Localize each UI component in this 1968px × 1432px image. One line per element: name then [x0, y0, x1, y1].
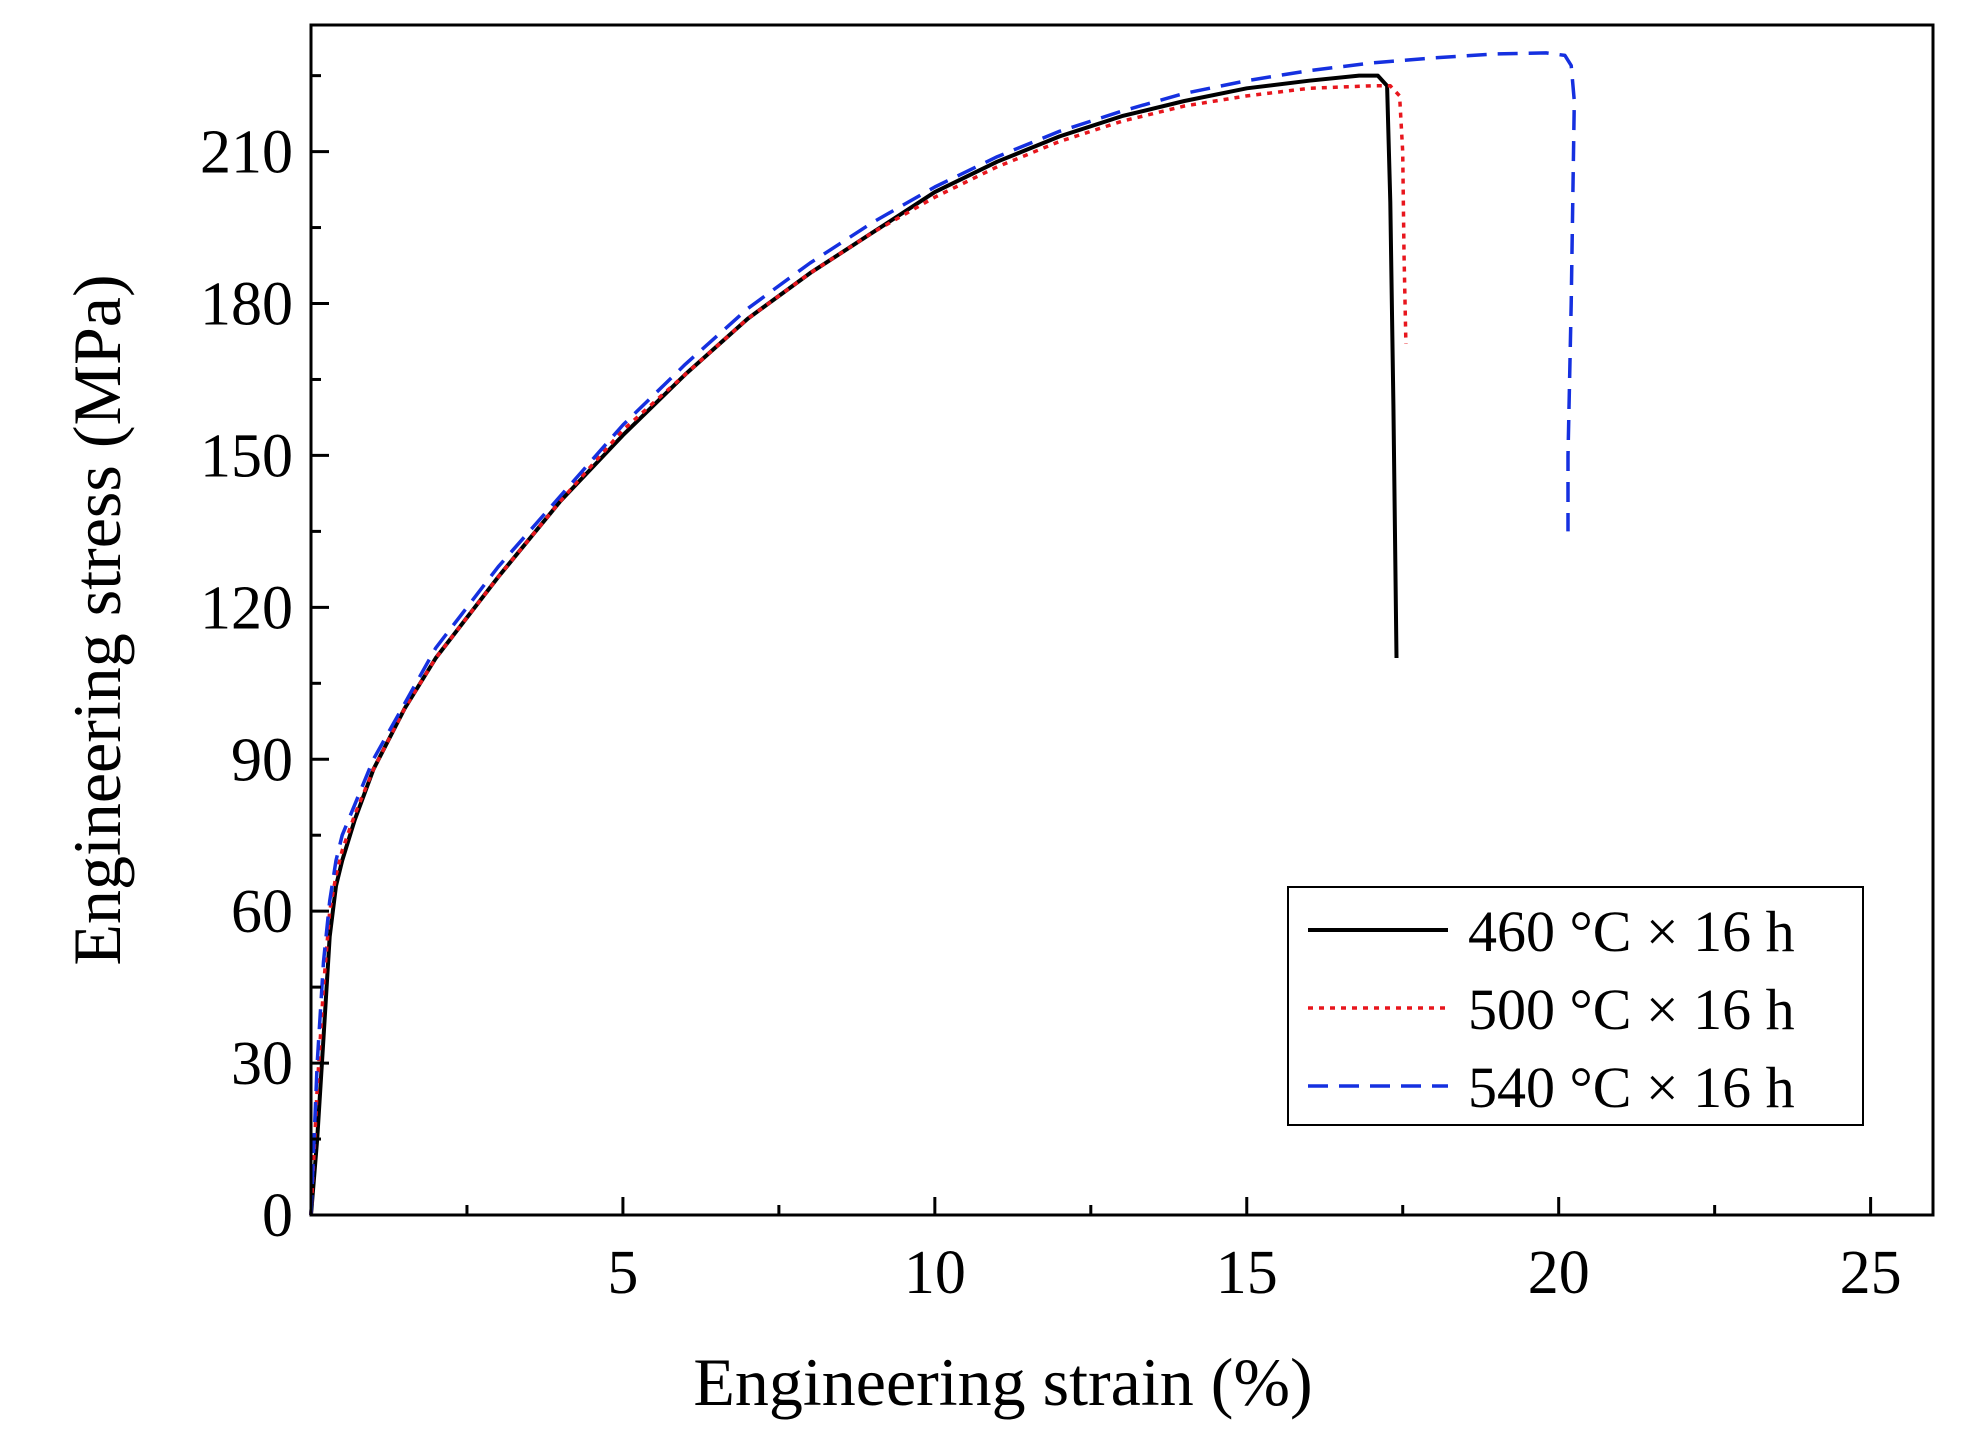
x-tick-label: 15: [1216, 1239, 1278, 1307]
x-tick-label: 5: [607, 1239, 638, 1307]
x-tick-label: 10: [904, 1239, 966, 1307]
x-axis-title: Engineering strain (%): [693, 1344, 1312, 1420]
y-tick-label: 60: [231, 878, 293, 946]
plot-frame: [309, 23, 1935, 1217]
series-line-1: [309, 84, 1408, 1216]
y-tick-label: 30: [231, 1030, 293, 1098]
y-tick-label: 90: [231, 726, 293, 794]
y-axis-title: Engineering stress (MPa): [59, 274, 135, 965]
y-tick-label: 210: [200, 119, 293, 187]
y-tick-label: 150: [200, 422, 293, 490]
legend: 460 °C × 16 h 500 °C × 16 h 540 °C × 16 …: [1287, 886, 1864, 1126]
legend-label-500: 500 °C × 16 h: [1468, 977, 1795, 1042]
ticks-layer: [311, 74, 1873, 1217]
series-line-2: [309, 51, 1577, 1216]
x-tick-label: 25: [1840, 1239, 1902, 1307]
legend-label-460: 460 °C × 16 h: [1468, 899, 1795, 964]
y-tick-label: 180: [200, 271, 293, 339]
series-line-0: [309, 73, 1399, 1216]
x-tick-label: 20: [1528, 1239, 1590, 1307]
series-layer: [309, 51, 1577, 1216]
y-tick-label: 120: [200, 574, 293, 642]
y-tick-label: 0: [262, 1182, 293, 1250]
legend-label-540: 540 °C × 16 h: [1468, 1055, 1795, 1120]
labels-layer: 5 10 15 20 25 0 30 60 90 120 150 180 210: [200, 119, 1902, 1307]
